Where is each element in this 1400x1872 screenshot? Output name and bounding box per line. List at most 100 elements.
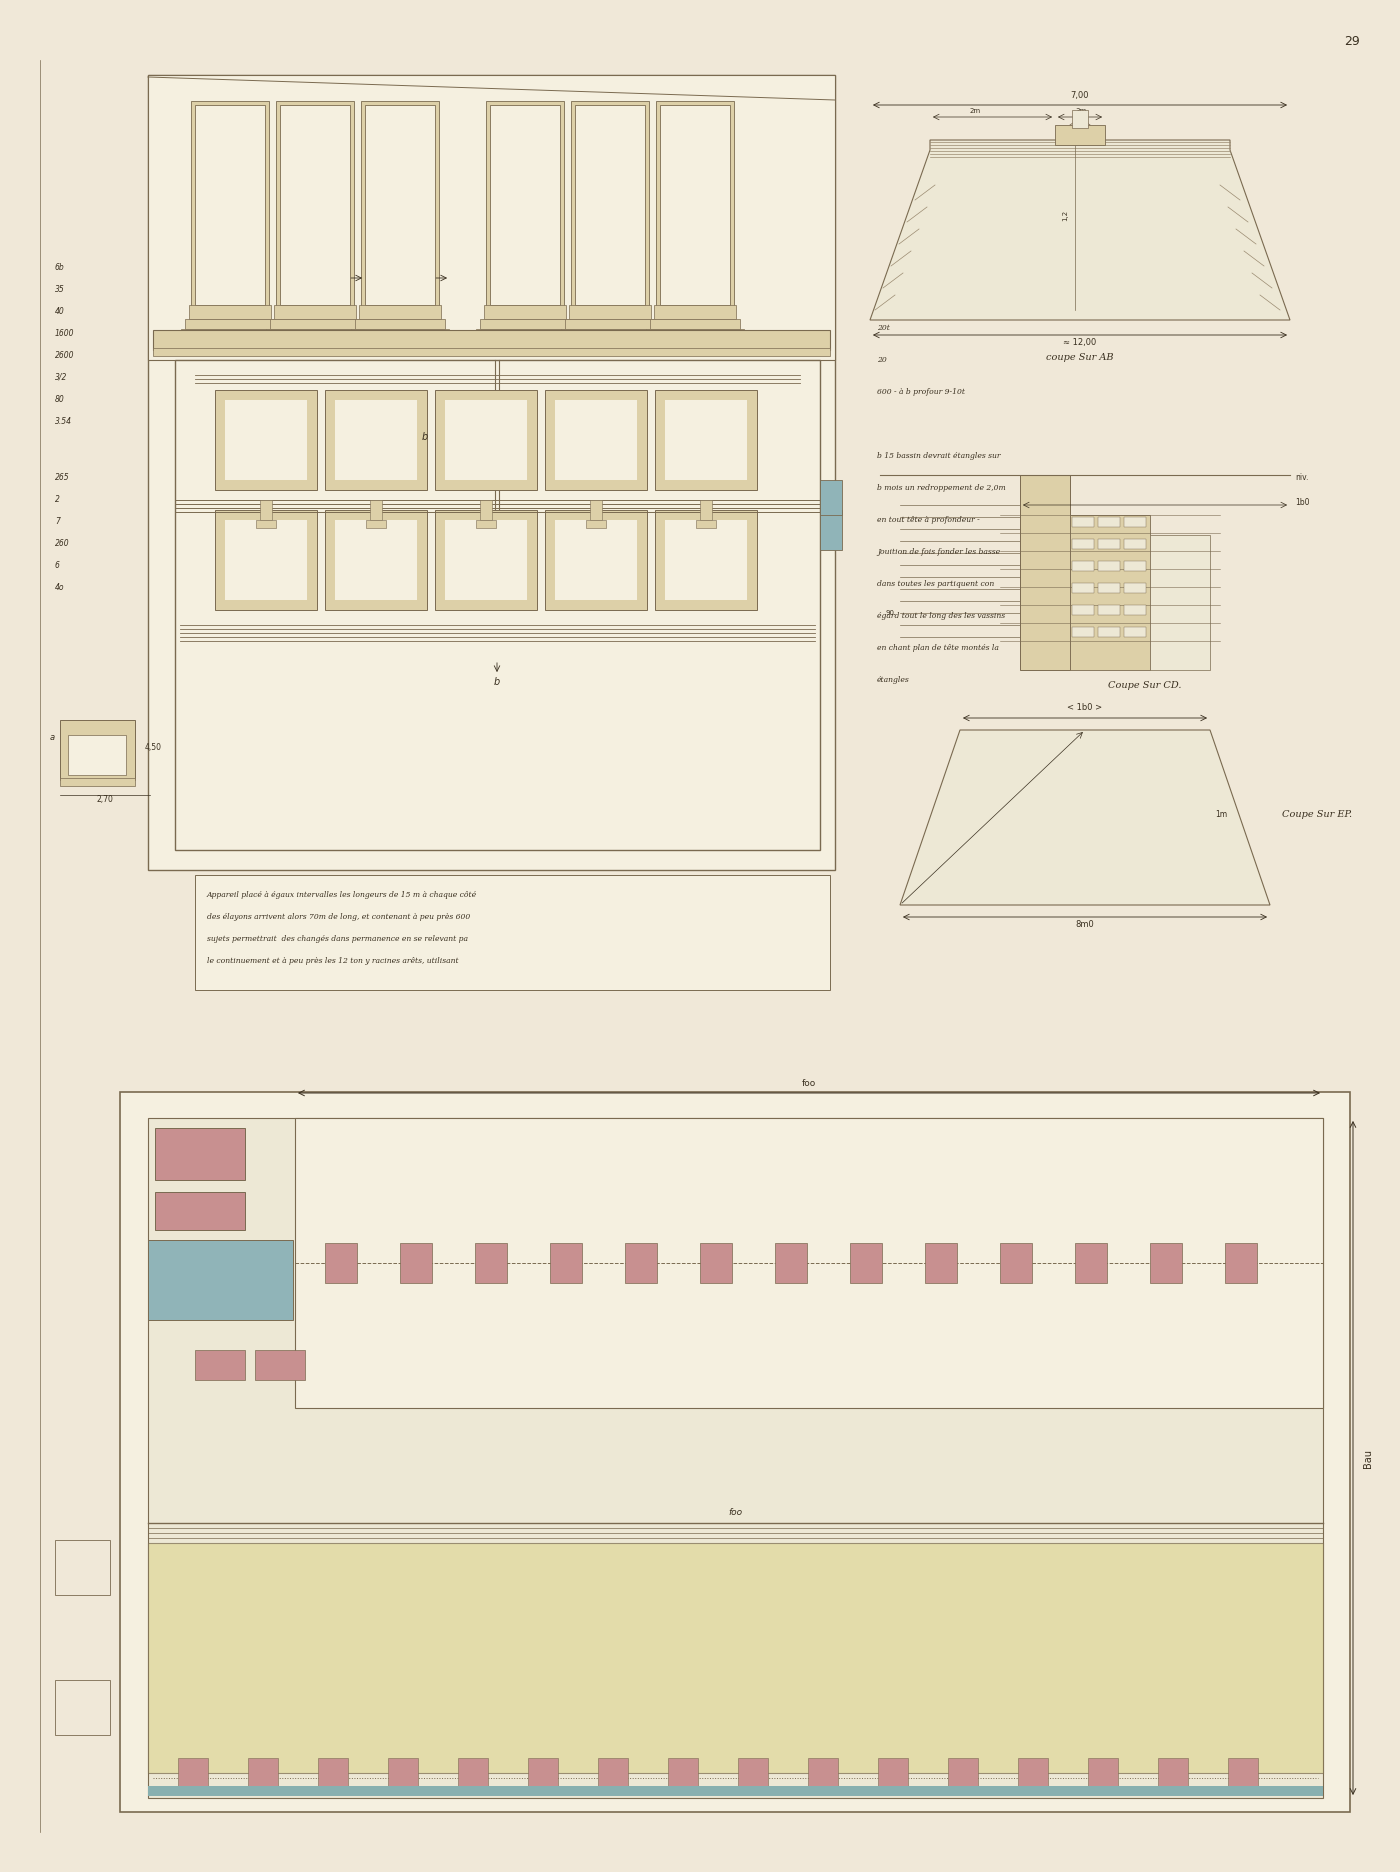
- Text: sujets permettrait  des changés dans permanence en se relevant pa: sujets permettrait des changés dans perm…: [207, 934, 468, 943]
- Bar: [1098, 517, 1120, 528]
- Text: 2m: 2m: [970, 109, 981, 114]
- Text: e2: e2: [403, 281, 412, 286]
- Bar: [571, 101, 650, 309]
- Text: le continuement et à peu près les 12 ton y racines arêts, utilisant: le continuement et à peu près les 12 ton…: [207, 957, 459, 964]
- Text: 6b: 6b: [55, 262, 64, 271]
- Text: b mois un redroppement de 2,0m: b mois un redroppement de 2,0m: [876, 485, 1005, 492]
- Bar: [325, 389, 427, 490]
- Bar: [1098, 582, 1120, 593]
- Bar: [69, 736, 126, 775]
- Text: 260: 260: [55, 539, 70, 548]
- Text: 4,50: 4,50: [146, 743, 162, 753]
- Bar: [155, 1192, 245, 1230]
- Bar: [1124, 627, 1147, 636]
- Bar: [561, 329, 659, 339]
- Bar: [1098, 539, 1120, 548]
- Bar: [878, 1758, 909, 1793]
- Text: 40: 40: [55, 307, 64, 316]
- Bar: [700, 500, 713, 520]
- Bar: [195, 874, 830, 990]
- Bar: [148, 75, 834, 870]
- Bar: [486, 101, 564, 309]
- Bar: [216, 509, 316, 610]
- Text: 6: 6: [55, 562, 60, 569]
- Bar: [435, 509, 538, 610]
- Bar: [528, 1758, 559, 1793]
- Bar: [820, 509, 841, 550]
- Text: 1b0: 1b0: [1295, 498, 1309, 507]
- Bar: [480, 318, 570, 329]
- Bar: [155, 1129, 245, 1179]
- Bar: [1158, 1758, 1189, 1793]
- Bar: [60, 779, 134, 786]
- Text: 1m: 1m: [1215, 811, 1228, 818]
- Bar: [1098, 562, 1120, 571]
- Bar: [216, 389, 316, 490]
- Text: Appareil placé à égaux intervalles les longeurs de 15 m à chaque côté: Appareil placé à égaux intervalles les l…: [207, 891, 477, 899]
- Bar: [776, 1243, 806, 1282]
- Bar: [195, 1350, 245, 1380]
- Bar: [248, 1758, 279, 1793]
- Text: b2: b2: [318, 281, 326, 286]
- Text: 600 - à b profour 9-10t: 600 - à b profour 9-10t: [876, 388, 965, 397]
- Bar: [948, 1758, 979, 1793]
- Text: Coupe Sur CD.: Coupe Sur CD.: [1109, 681, 1182, 691]
- Bar: [480, 500, 491, 520]
- Bar: [1056, 125, 1105, 144]
- Bar: [665, 401, 748, 479]
- Bar: [365, 105, 435, 305]
- Text: a: a: [262, 432, 267, 442]
- Bar: [1098, 627, 1120, 636]
- Bar: [148, 1239, 293, 1320]
- Bar: [1088, 1758, 1119, 1793]
- Bar: [153, 348, 830, 356]
- Bar: [1124, 562, 1147, 571]
- Bar: [148, 1786, 1323, 1795]
- Bar: [225, 520, 307, 601]
- Text: b 15 bassin devrait étangles sur: b 15 bassin devrait étangles sur: [876, 451, 1001, 461]
- Bar: [1021, 475, 1070, 670]
- Bar: [255, 1350, 305, 1380]
- Text: 2600: 2600: [55, 350, 74, 359]
- Text: 3m: 3m: [1075, 109, 1086, 114]
- Bar: [195, 105, 265, 305]
- Text: 7: 7: [55, 517, 60, 526]
- Bar: [598, 1758, 629, 1793]
- Bar: [181, 329, 279, 339]
- Text: coupe Sur AB: coupe Sur AB: [1046, 354, 1114, 361]
- Text: en chant plan de tête montés la: en chant plan de tête montés la: [876, 644, 998, 651]
- Bar: [1072, 562, 1093, 571]
- Bar: [554, 520, 637, 601]
- Bar: [589, 500, 602, 520]
- Polygon shape: [869, 140, 1289, 320]
- Text: 2: 2: [55, 494, 60, 504]
- Bar: [650, 318, 741, 329]
- Bar: [1098, 605, 1120, 616]
- Bar: [566, 318, 655, 329]
- Bar: [1149, 535, 1210, 670]
- Text: f: f: [594, 558, 596, 567]
- Bar: [1075, 1243, 1107, 1282]
- Text: baches: baches: [186, 1151, 214, 1161]
- Bar: [820, 479, 841, 515]
- Text: égard tout le long des les vassins: égard tout le long des les vassins: [876, 612, 1005, 620]
- Text: 2,70: 2,70: [97, 796, 113, 803]
- Text: dans toutes les partiquent con: dans toutes les partiquent con: [876, 580, 994, 588]
- Bar: [148, 1543, 1323, 1773]
- Bar: [554, 401, 637, 479]
- Bar: [1070, 515, 1149, 670]
- Text: 29: 29: [1344, 36, 1359, 49]
- Bar: [270, 318, 360, 329]
- Bar: [458, 1758, 489, 1793]
- Bar: [445, 401, 526, 479]
- Bar: [475, 1243, 507, 1282]
- Bar: [1124, 539, 1147, 548]
- Text: < 1b0 >: < 1b0 >: [1067, 704, 1103, 711]
- Text: ≈ 12,00: ≈ 12,00: [1064, 339, 1096, 346]
- Bar: [388, 1758, 419, 1793]
- Bar: [370, 500, 382, 520]
- Bar: [266, 329, 364, 339]
- Text: Réservoir: Réservoir: [202, 1279, 238, 1288]
- Bar: [654, 305, 736, 318]
- Bar: [1124, 605, 1147, 616]
